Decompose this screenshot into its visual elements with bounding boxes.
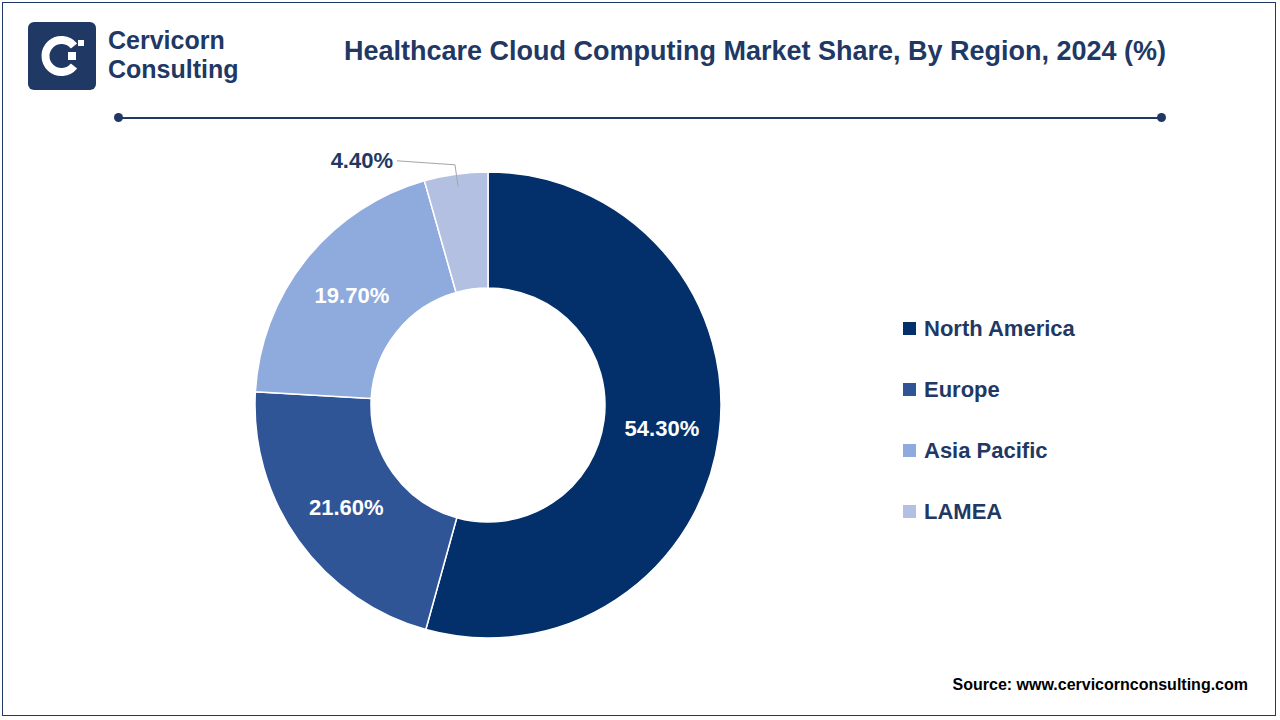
html-text:North America: North America <box>924 315 1075 341</box>
svg-text:21.60%: 21.60% <box>309 495 384 520</box>
html-text:LAMEA: LAMEA <box>924 498 1003 524</box>
svg-text:19.70%: 19.70% <box>315 283 390 308</box>
svg-text:54.30%: 54.30% <box>625 416 700 441</box>
html-text:Source: www.cervicornconsultin: Source: www.cervicornconsulting.com <box>952 676 1248 693</box>
html-text:Consulting: Consulting <box>108 55 239 83</box>
html-text:Europe: Europe <box>924 376 1000 402</box>
svg-text:4.40%: 4.40% <box>331 148 393 173</box>
html-text:Cervicorn: Cervicorn <box>108 26 225 54</box>
html-text:Asia Pacific: Asia Pacific <box>924 437 1048 463</box>
html-text:Healthcare Cloud Computing Mar: Healthcare Cloud Computing Market Share,… <box>343 36 1167 66</box>
